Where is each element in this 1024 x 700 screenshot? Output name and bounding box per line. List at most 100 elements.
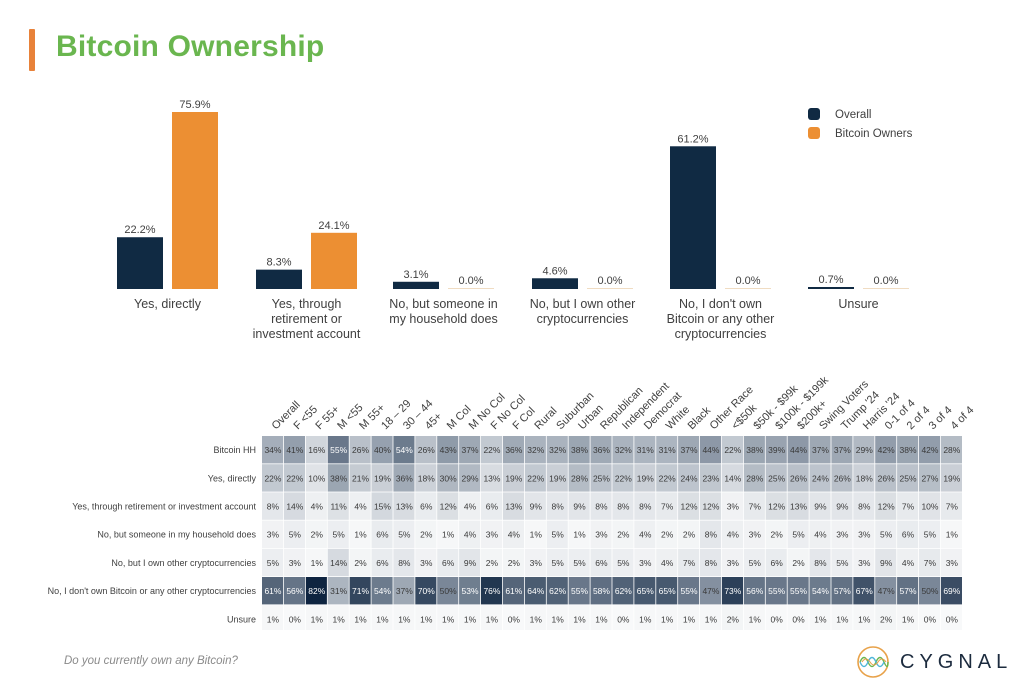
heatmap-cell-value: 37% xyxy=(462,445,479,455)
heatmap-cell-value: 2% xyxy=(617,530,630,540)
heatmap-cell-value: 21% xyxy=(352,473,369,483)
heatmap-cell-value: 25% xyxy=(768,473,785,483)
heatmap-cell-value: 5% xyxy=(749,558,762,568)
heatmap-cell xyxy=(502,605,524,630)
heatmap-cell xyxy=(875,577,897,605)
title-accent-bar xyxy=(29,29,35,71)
heatmap-cell xyxy=(349,492,371,520)
heatmap-cell xyxy=(349,548,371,577)
heatmap-cell-value: 55% xyxy=(571,586,588,596)
category-label: Bitcoin or any other xyxy=(667,312,775,326)
heatmap-cell xyxy=(327,520,349,548)
heatmap-cell-value: 73% xyxy=(724,586,741,596)
legend-label: Bitcoin Owners xyxy=(835,128,913,140)
heatmap-cell-value: 12% xyxy=(878,502,895,512)
heatmap-cell xyxy=(809,577,831,605)
heatmap-cell xyxy=(349,464,371,492)
legend-label: Overall xyxy=(835,109,871,121)
bar-value-label: 4.6% xyxy=(542,265,567,277)
heatmap-cell xyxy=(546,492,568,520)
heatmap-cell xyxy=(721,464,743,492)
heatmap-cell xyxy=(853,464,875,492)
heatmap-cell-value: 1% xyxy=(814,614,827,624)
heatmap-cell xyxy=(437,464,459,492)
heatmap-cell xyxy=(502,436,524,464)
heatmap-cell xyxy=(524,548,546,577)
heatmap-cell xyxy=(700,605,722,630)
heatmap-cell-value: 1% xyxy=(639,614,652,624)
heatmap-cell xyxy=(721,548,743,577)
heatmap-cell xyxy=(787,492,809,520)
heatmap-cell-value: 1% xyxy=(464,614,477,624)
column-header: Rural xyxy=(532,405,559,432)
heatmap-cell-value: 1% xyxy=(354,530,367,540)
bar-value-label: 0.0% xyxy=(458,275,483,287)
heatmap-cell-value: 16% xyxy=(308,445,325,455)
heatmap-cell-value: 56% xyxy=(746,586,763,596)
heatmap-cell-value: 4% xyxy=(727,530,740,540)
heatmap-cell-value: 38% xyxy=(900,445,917,455)
heatmap-cell-value: 44% xyxy=(702,445,719,455)
heatmap-cell xyxy=(262,464,284,492)
heatmap-cell-value: 22% xyxy=(483,445,500,455)
heatmap-cell-value: 3% xyxy=(595,530,608,540)
heatmap-cell xyxy=(656,548,678,577)
heatmap-cell-value: 3% xyxy=(639,558,652,568)
heatmap-cell xyxy=(721,605,743,630)
heatmap-cell xyxy=(262,577,284,605)
heatmap-cell xyxy=(765,605,787,630)
heatmap-cell-value: 1% xyxy=(530,614,543,624)
heatmap-cell-value: 8% xyxy=(267,502,280,512)
heatmap-cell xyxy=(437,520,459,548)
heatmap-cell xyxy=(919,548,941,577)
heatmap-cell-value: 2% xyxy=(683,530,696,540)
heatmap-cell-value: 62% xyxy=(615,586,632,596)
heatmap-cell-value: 13% xyxy=(396,502,413,512)
heatmap-cell-value: 1% xyxy=(661,614,674,624)
heatmap-cell xyxy=(721,492,743,520)
heatmap-cell xyxy=(634,577,656,605)
heatmap-cell xyxy=(919,605,941,630)
heatmap-cell-value: 2% xyxy=(311,530,324,540)
category-label: my household does xyxy=(389,312,497,326)
heatmap-cell-value: 1% xyxy=(442,614,455,624)
heatmap-cell xyxy=(283,520,305,548)
heatmap-cell-value: 1% xyxy=(311,614,324,624)
heatmap-cell xyxy=(502,492,524,520)
heatmap-cell xyxy=(678,577,700,605)
heatmap-cell xyxy=(590,464,612,492)
heatmap-cell xyxy=(940,548,962,577)
heatmap-cell xyxy=(743,548,765,577)
heatmap-cell-value: 1% xyxy=(398,614,411,624)
heatmap-cell xyxy=(524,605,546,630)
heatmap-cell-value: 53% xyxy=(462,586,479,596)
heatmap-cell-value: 38% xyxy=(330,473,347,483)
heatmap-cell-value: 6% xyxy=(486,502,499,512)
heatmap-cell xyxy=(809,520,831,548)
category-label: retirement or xyxy=(271,312,342,326)
row-label: No, but I own other cryptocurrencies xyxy=(111,558,256,568)
bar-value-label: 0.7% xyxy=(818,274,843,286)
heatmap-cell-value: 57% xyxy=(834,586,851,596)
heatmap-cell-value: 55% xyxy=(681,586,698,596)
heatmap-cell-value: 30% xyxy=(440,473,457,483)
heatmap-cell xyxy=(765,520,787,548)
heatmap-cell-value: 6% xyxy=(442,558,455,568)
heatmap-cell-value: 22% xyxy=(264,473,281,483)
heatmap-cell xyxy=(875,492,897,520)
heatmap-cell-value: 26% xyxy=(790,473,807,483)
bar-chart: 22.2% 75.9% Yes, directly 8.3% 24.1% Yes, thr… xyxy=(117,99,913,341)
heatmap-cell xyxy=(459,520,481,548)
heatmap-cell xyxy=(459,464,481,492)
heatmap-cell xyxy=(787,436,809,464)
bar-bitcoin-owners xyxy=(863,288,909,289)
heatmap-cell-value: 26% xyxy=(418,445,435,455)
heatmap-cell-value: 5% xyxy=(398,530,411,540)
heatmap-cell xyxy=(809,464,831,492)
heatmap-cell-value: 56% xyxy=(286,586,303,596)
bar-value-label: 8.3% xyxy=(266,257,291,269)
heatmap-cell xyxy=(656,520,678,548)
heatmap-cell-value: 8% xyxy=(858,502,871,512)
bar-value-label: 0.0% xyxy=(873,275,898,287)
heatmap-cell-value: 0% xyxy=(508,614,521,624)
